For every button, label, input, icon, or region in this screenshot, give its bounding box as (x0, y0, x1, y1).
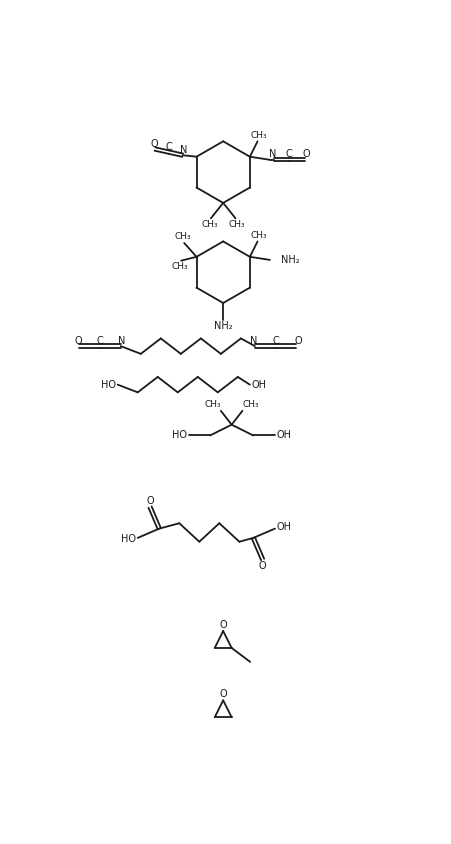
Text: CH₃: CH₃ (174, 232, 190, 241)
Text: N: N (179, 145, 187, 154)
Text: O: O (302, 149, 309, 160)
Text: CH₃: CH₃ (250, 131, 267, 139)
Text: CH₃: CH₃ (250, 230, 267, 240)
Text: CH₃: CH₃ (242, 400, 258, 409)
Text: OH: OH (251, 380, 266, 390)
Text: C: C (97, 336, 103, 346)
Text: HO: HO (101, 380, 116, 390)
Text: O: O (294, 336, 301, 346)
Text: OH: OH (276, 522, 291, 532)
Text: O: O (258, 560, 266, 571)
Text: CH₃: CH₃ (171, 262, 188, 271)
Text: C: C (285, 149, 292, 160)
Text: NH₂: NH₂ (213, 321, 232, 331)
Text: O: O (219, 619, 226, 630)
Text: N: N (250, 336, 257, 346)
Text: O: O (150, 138, 157, 149)
Text: CH₃: CH₃ (228, 220, 245, 229)
Text: CH₃: CH₃ (204, 400, 221, 409)
Text: OH: OH (276, 430, 290, 441)
Text: NH₂: NH₂ (280, 255, 299, 265)
Text: CH₃: CH₃ (201, 220, 217, 229)
Text: N: N (269, 149, 276, 160)
Text: C: C (165, 142, 172, 152)
Text: C: C (272, 336, 278, 346)
Text: O: O (219, 690, 226, 699)
Text: O: O (74, 336, 82, 346)
Text: HO: HO (121, 534, 136, 544)
Text: HO: HO (172, 430, 187, 441)
Text: N: N (118, 336, 125, 346)
Text: O: O (146, 496, 153, 506)
